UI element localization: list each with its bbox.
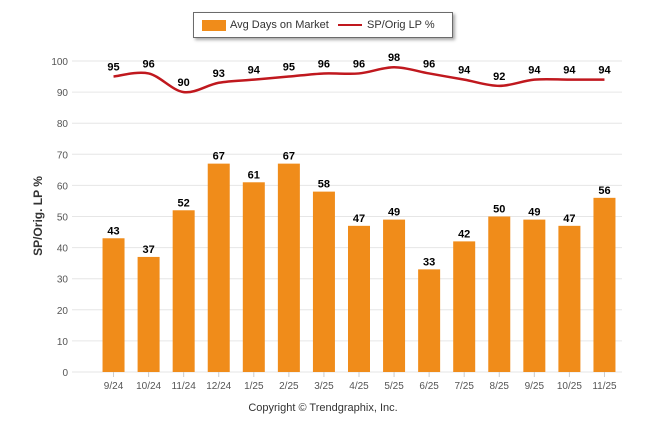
y-tick-label: 20 [57,306,69,317]
bar[interactable] [593,197,616,372]
x-tick-label: 2/25 [279,381,299,392]
bar[interactable] [453,241,476,372]
bar[interactable] [558,225,581,372]
x-axis-ticks: 9/24 10/24 11/24 12/24 1/25 2/25 3/25 4/25 5/25 6… [104,372,617,392]
y-tick-label: 100 [51,57,68,68]
x-tick-label: 12/24 [206,381,231,392]
line-data-label: 92 [493,71,505,83]
y-axis-ticks: 0 10 20 30 40 50 60 70 80 90 100 [51,57,68,379]
copyright-text: Copyright © Trendgraphix, Inc. [248,402,398,414]
bar[interactable] [277,163,300,372]
bar-data-labels: 43 37 52 67 61 67 58 47 49 33 42 50 49 47 56 [107,151,610,269]
grid-lines [72,60,622,373]
x-tick-label: 1/25 [244,381,264,392]
y-tick-label: 10 [57,337,69,348]
y-tick-label: 70 [57,150,69,161]
bar-data-label: 49 [388,207,400,219]
bar[interactable] [312,191,335,372]
line-data-label: 93 [213,68,225,80]
bar-data-label: 67 [213,151,225,163]
x-tick-label: 10/24 [136,381,161,392]
line-series [113,65,605,94]
legend-bar-label: Avg Days on Market [230,19,329,31]
line-data-label: 94 [248,65,261,77]
y-tick-label: 60 [57,181,69,192]
bar-data-label: 61 [248,169,260,181]
bar-data-label: 58 [318,179,330,191]
y-tick-label: 40 [57,244,69,255]
line-path[interactable] [113,65,605,94]
x-tick-label: 11/24 [172,381,197,392]
bar-data-label: 49 [528,207,540,219]
bar[interactable] [172,210,195,372]
bar-data-label: 37 [142,244,154,256]
line-data-label: 94 [563,65,576,77]
bar-data-label: 42 [458,228,470,240]
bar-data-label: 50 [493,204,505,216]
bar-data-label: 52 [178,197,190,209]
bar[interactable] [207,163,230,372]
bar-data-label: 47 [563,213,575,225]
legend: Avg Days on Market SP/Orig LP % [193,12,453,38]
bar-data-label: 67 [283,151,295,163]
line-data-label: 94 [458,65,471,77]
x-tick-label: 11/25 [592,381,617,392]
x-tick-label: 3/25 [314,381,334,392]
x-tick-label: 4/25 [349,381,369,392]
bar[interactable] [418,269,441,372]
x-tick-label: 9/25 [525,381,545,392]
y-tick-label: 90 [57,88,69,99]
bar[interactable] [488,216,511,373]
line-data-label: 96 [318,58,330,70]
bar-data-label: 56 [598,185,610,197]
legend-bar-swatch [202,19,226,31]
line-data-label: 96 [142,58,154,70]
bar[interactable] [137,256,160,372]
bar[interactable] [383,219,406,372]
legend-item-line[interactable]: SP/Orig LP % [338,13,435,37]
line-data-label: 94 [598,65,611,77]
bar-data-label: 47 [353,213,365,225]
y-axis-label: SP/Orig. LP % [31,176,45,256]
bar-data-label: 33 [423,256,435,268]
legend-line-label: SP/Orig LP % [367,19,435,31]
x-tick-label: 10/25 [557,381,582,392]
y-tick-label: 50 [57,213,69,224]
x-tick-label: 6/25 [419,381,439,392]
x-tick-label: 7/25 [454,381,474,392]
x-tick-label: 5/25 [384,381,404,392]
x-tick-label: 8/25 [490,381,510,392]
bar[interactable] [102,238,125,372]
line-data-label: 94 [528,65,541,77]
legend-line-swatch [338,24,362,26]
line-data-label: 95 [107,62,119,74]
bar[interactable] [242,182,265,372]
bar[interactable] [348,225,370,372]
legend-item-bar[interactable]: Avg Days on Market [202,13,329,37]
y-tick-label: 0 [62,368,68,379]
line-data-label: 95 [283,62,295,74]
x-tick-label: 9/24 [104,381,124,392]
y-tick-label: 30 [57,275,69,286]
bar[interactable] [523,219,546,372]
line-data-label: 96 [423,58,435,70]
bar-data-label: 43 [107,225,119,237]
line-data-label: 98 [388,52,400,64]
line-data-labels: 95 96 90 93 94 95 96 96 98 96 94 92 94 94 94 [107,52,611,89]
line-data-label: 90 [178,77,190,89]
line-data-label: 96 [353,58,365,70]
y-tick-label: 80 [57,119,69,130]
bar-series [102,163,616,373]
